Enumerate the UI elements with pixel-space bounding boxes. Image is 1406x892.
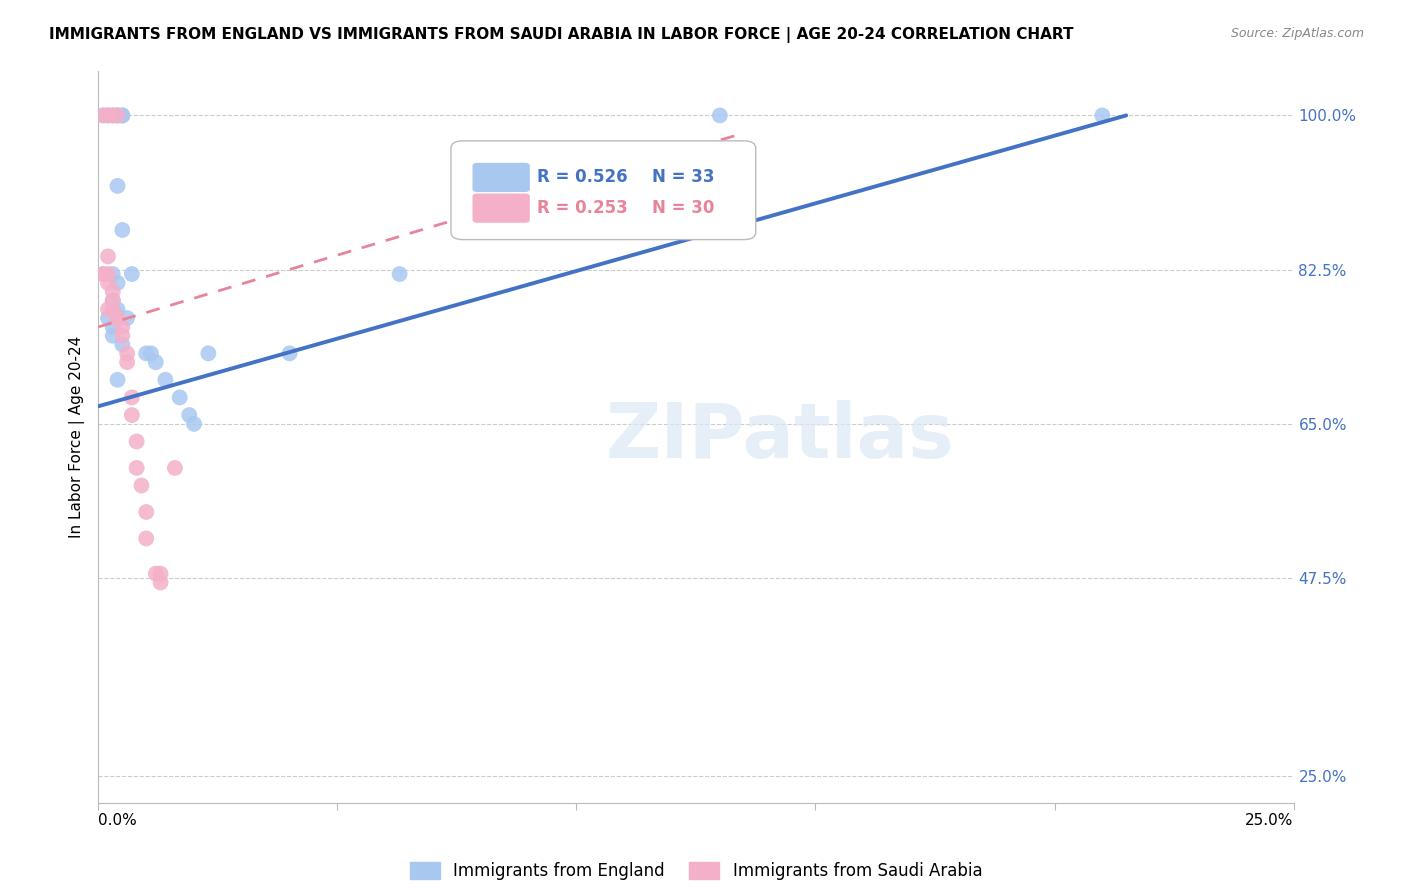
- Point: [97, 249, 120, 263]
- Y-axis label: In Labor Force | Age 20-24: In Labor Force | Age 20-24: [69, 336, 84, 538]
- Point: [111, 108, 134, 122]
- Point: [107, 276, 129, 290]
- Point: [107, 108, 129, 122]
- Point: [107, 108, 129, 122]
- Text: 0.0%: 0.0%: [98, 814, 138, 829]
- Point: [115, 346, 138, 360]
- Point: [121, 267, 143, 281]
- Point: [91, 267, 114, 281]
- Point: [101, 267, 124, 281]
- FancyBboxPatch shape: [472, 163, 530, 192]
- Point: [101, 108, 124, 122]
- Point: [91, 267, 114, 281]
- Point: [107, 108, 129, 122]
- Point: [101, 285, 124, 299]
- Point: [125, 434, 148, 449]
- Text: Source: ZipAtlas.com: Source: ZipAtlas.com: [1230, 27, 1364, 40]
- Point: [135, 532, 157, 546]
- Point: [97, 302, 120, 317]
- Point: [131, 478, 153, 492]
- Point: [101, 293, 124, 308]
- Text: ZIPatlas: ZIPatlas: [606, 401, 953, 474]
- Point: [97, 108, 120, 122]
- Point: [135, 505, 157, 519]
- Point: [155, 373, 177, 387]
- Point: [179, 408, 201, 422]
- Point: [183, 417, 205, 431]
- Point: [121, 391, 143, 405]
- Text: IMMIGRANTS FROM ENGLAND VS IMMIGRANTS FROM SAUDI ARABIA IN LABOR FORCE | AGE 20-: IMMIGRANTS FROM ENGLAND VS IMMIGRANTS FR…: [49, 27, 1074, 43]
- Text: N = 30: N = 30: [652, 199, 714, 217]
- Point: [278, 346, 301, 360]
- Point: [115, 355, 138, 369]
- Point: [111, 108, 134, 122]
- Point: [163, 461, 186, 475]
- FancyBboxPatch shape: [451, 141, 756, 240]
- Point: [388, 267, 411, 281]
- Point: [101, 320, 124, 334]
- Point: [169, 391, 191, 405]
- Point: [101, 328, 124, 343]
- Point: [1091, 108, 1114, 122]
- Point: [91, 108, 114, 122]
- Point: [101, 302, 124, 317]
- Point: [97, 311, 120, 326]
- Point: [101, 302, 124, 317]
- Point: [97, 267, 120, 281]
- Point: [107, 311, 129, 326]
- Point: [111, 223, 134, 237]
- Text: 25.0%: 25.0%: [1246, 814, 1294, 829]
- Point: [145, 355, 167, 369]
- Point: [91, 108, 114, 122]
- Point: [121, 408, 143, 422]
- Point: [107, 178, 129, 193]
- Point: [111, 328, 134, 343]
- Point: [139, 346, 162, 360]
- Point: [149, 566, 172, 581]
- Point: [97, 108, 120, 122]
- Point: [111, 320, 134, 334]
- Point: [149, 575, 172, 590]
- Text: N = 33: N = 33: [652, 169, 714, 186]
- Point: [197, 346, 219, 360]
- Point: [107, 311, 129, 326]
- Point: [135, 346, 157, 360]
- Point: [111, 337, 134, 351]
- Point: [107, 373, 129, 387]
- Point: [101, 293, 124, 308]
- Text: R = 0.526: R = 0.526: [537, 169, 627, 186]
- FancyBboxPatch shape: [472, 194, 530, 223]
- Point: [101, 108, 124, 122]
- Text: R = 0.253: R = 0.253: [537, 199, 627, 217]
- Point: [709, 108, 731, 122]
- Point: [115, 311, 138, 326]
- Point: [125, 461, 148, 475]
- Legend: Immigrants from England, Immigrants from Saudi Arabia: Immigrants from England, Immigrants from…: [404, 855, 988, 887]
- Point: [107, 302, 129, 317]
- Point: [97, 276, 120, 290]
- Point: [145, 566, 167, 581]
